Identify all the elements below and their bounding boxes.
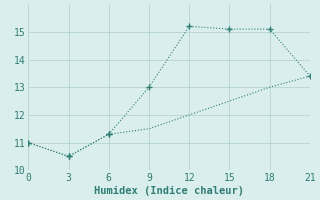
X-axis label: Humidex (Indice chaleur): Humidex (Indice chaleur) <box>94 186 244 196</box>
